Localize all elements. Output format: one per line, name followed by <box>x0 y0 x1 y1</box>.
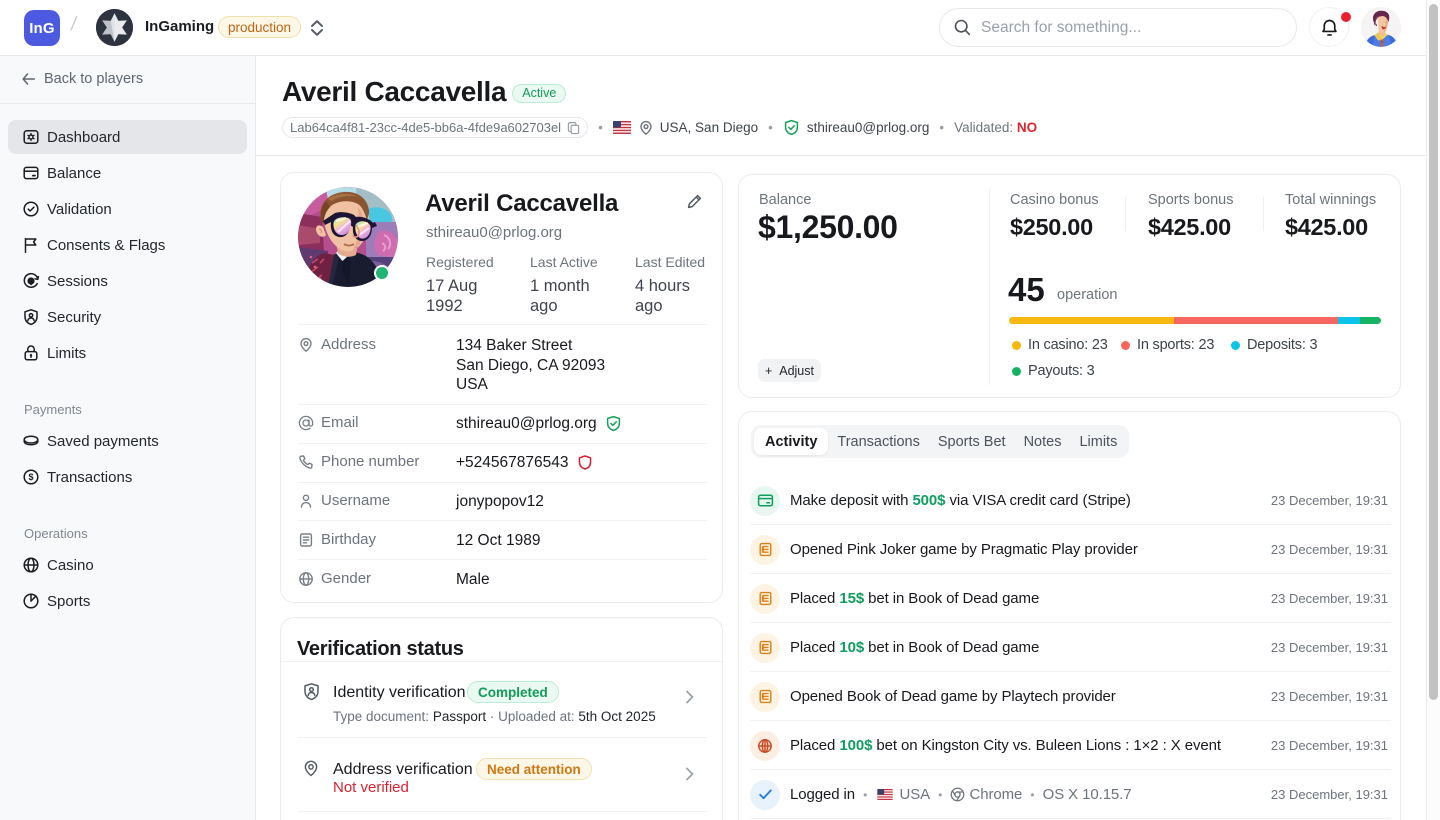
svg-text:$: $ <box>29 278 33 285</box>
svg-text:$: $ <box>28 472 33 482</box>
